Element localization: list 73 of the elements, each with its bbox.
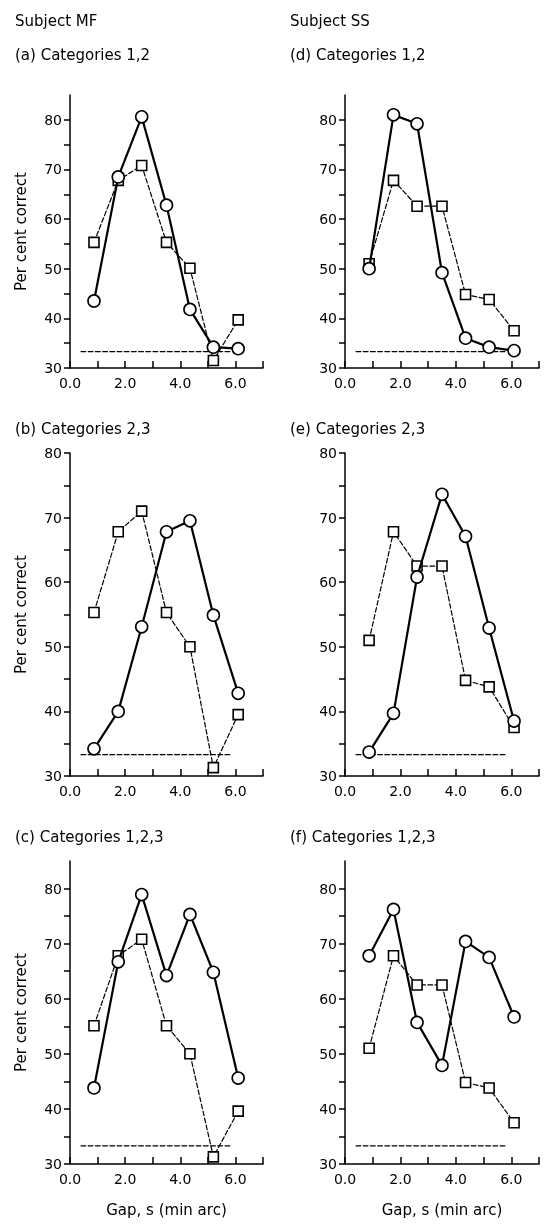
y-tick-label: 80 [319, 445, 337, 461]
x-tick-label: 4.0 [444, 783, 467, 799]
x-tick-label: 2.0 [389, 783, 412, 799]
y-tick-label: 80 [44, 111, 62, 128]
x-tick-label: 0.0 [333, 783, 357, 799]
y-tick-label: 50 [319, 260, 337, 277]
x-tick-label: 2.0 [389, 1171, 412, 1187]
y-tick-label: 40 [319, 310, 337, 327]
x-tick-label: 0.0 [58, 375, 82, 391]
y-tick-label: 40 [319, 703, 337, 720]
y-tick-label: 50 [319, 1045, 337, 1062]
y-tick-label: 40 [44, 703, 62, 720]
y-axis-title: Per cent correct [11, 171, 30, 291]
chart-subtitle: Subject SS [290, 11, 370, 30]
y-tick-label: 30 [44, 1156, 62, 1172]
y-tick-label: 40 [44, 1100, 62, 1117]
y-tick-label: 80 [319, 880, 337, 897]
y-tick-label: 60 [319, 990, 337, 1007]
y-tick-label: 60 [319, 574, 337, 591]
x-tick-label: 2.0 [114, 783, 137, 799]
y-tick-label: 70 [319, 161, 337, 178]
x-tick-label: 2.0 [114, 1171, 137, 1187]
y-tick-label: 40 [44, 310, 62, 327]
x-tick-label: 6.0 [224, 1171, 247, 1187]
x-tick-label: 0.0 [333, 1171, 357, 1187]
x-tick-label: 6.0 [224, 783, 247, 799]
y-tick-label: 50 [44, 260, 62, 277]
y-tick-label: 30 [319, 1156, 337, 1172]
x-tick-label: 4.0 [169, 783, 192, 799]
y-tick-label: 30 [319, 768, 337, 784]
y-tick-label: 70 [44, 935, 62, 952]
chart-title: (c) Categories 1,2,3 [15, 827, 164, 846]
x-tick-label: 0.0 [58, 783, 82, 799]
x-tick-label: 2.0 [389, 375, 412, 391]
y-tick-label: 40 [319, 1100, 337, 1117]
x-tick-label: 4.0 [444, 1171, 467, 1187]
y-tick-label: 70 [44, 161, 62, 178]
chart-title: (d) Categories 1,2 [290, 45, 426, 64]
y-tick-label: 60 [44, 574, 62, 591]
y-axis-title: Per cent correct [11, 952, 30, 1072]
chart-title: (e) Categories 2,3 [290, 419, 426, 438]
chart-title: (b) Categories 2,3 [15, 419, 151, 438]
x-tick-label: 6.0 [500, 783, 523, 799]
x-tick-label: 4.0 [169, 375, 192, 391]
x-tick-label: 6.0 [224, 375, 247, 391]
y-tick-label: 60 [44, 211, 62, 228]
y-axis-title: Per cent correct [11, 554, 30, 674]
chart-title: (a) Categories 1,2 [15, 45, 151, 64]
y-tick-label: 80 [319, 111, 337, 128]
y-tick-label: 70 [319, 509, 337, 526]
y-tick-label: 70 [319, 935, 337, 952]
y-tick-label: 30 [319, 360, 337, 376]
x-tick-label: 4.0 [444, 375, 467, 391]
x-tick-label: 0.0 [58, 1171, 82, 1187]
y-tick-label: 80 [44, 445, 62, 461]
y-tick-label: 60 [44, 990, 62, 1007]
y-tick-label: 50 [44, 1045, 62, 1062]
x-tick-label: 4.0 [169, 1171, 192, 1187]
x-tick-label: 6.0 [500, 375, 523, 391]
y-tick-label: 80 [44, 880, 62, 897]
chart-title: (f) Categories 1,2,3 [290, 827, 436, 846]
y-tick-label: 30 [44, 360, 62, 376]
chart-subtitle: Subject MF [15, 11, 98, 30]
y-tick-label: 70 [44, 509, 62, 526]
y-tick-label: 60 [319, 211, 337, 228]
y-tick-label: 30 [44, 768, 62, 784]
y-tick-label: 50 [319, 638, 337, 655]
x-axis-title: Gap, s (min arc) [106, 1200, 227, 1219]
x-tick-label: 2.0 [114, 375, 137, 391]
y-tick-label: 50 [44, 638, 62, 655]
x-tick-label: 0.0 [333, 375, 357, 391]
x-axis-title: Gap, s (min arc) [381, 1200, 503, 1219]
x-tick-label: 6.0 [500, 1171, 523, 1187]
